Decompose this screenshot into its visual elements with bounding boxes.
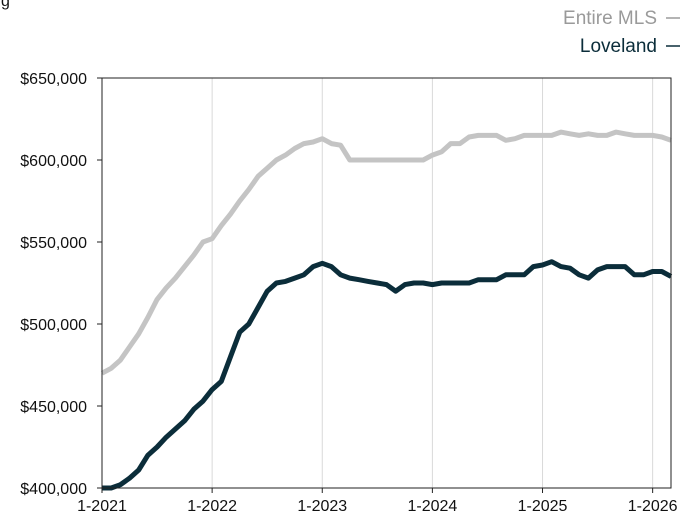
top-clipped-text: g xyxy=(1,0,10,10)
x-tick-label: 1-2024 xyxy=(407,498,457,515)
y-tick-label: $550,000 xyxy=(20,235,87,252)
x-tick-label: 1-2025 xyxy=(518,498,568,515)
y-tick-label: $600,000 xyxy=(20,153,87,170)
x-tick-label: 1-2021 xyxy=(77,498,127,515)
series-layer xyxy=(100,129,673,491)
x-axis: 1-2021 1-2022 1-2023 1-2024 1-2025 1-2026 xyxy=(77,488,678,515)
plot-border xyxy=(101,77,672,489)
legend-label: Loveland xyxy=(580,36,657,57)
y-tick-label: $500,000 xyxy=(20,317,87,334)
y-axis: $400,000 $450,000 $500,000 $550,000 $600,000… xyxy=(20,71,102,498)
legend-label: Entire MLS xyxy=(563,8,657,29)
series-line-entire-mls xyxy=(100,129,672,376)
y-tick-label: $650,000 xyxy=(20,71,87,88)
y-tick-label: $450,000 xyxy=(20,399,87,416)
x-tick-label: 1-2023 xyxy=(297,498,347,515)
series-line-loveland xyxy=(102,259,673,491)
y-tick-label: $400,000 xyxy=(20,481,87,498)
x-tick-label: 1-2026 xyxy=(628,498,678,515)
x-tick-label: 1-2022 xyxy=(187,498,237,515)
legend: Entire MLS Loveland xyxy=(563,8,680,57)
